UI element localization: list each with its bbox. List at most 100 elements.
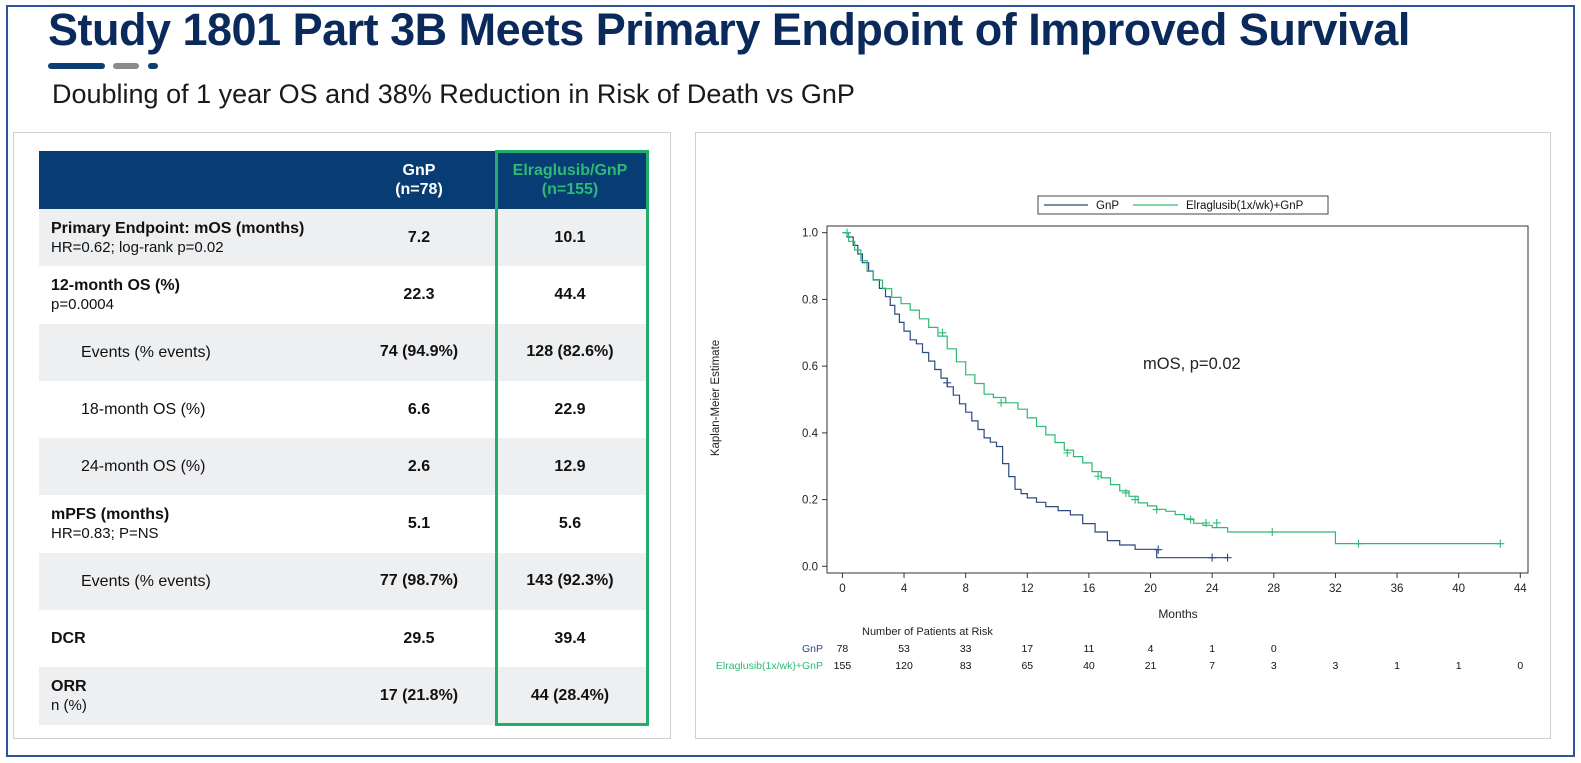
elraglusib-value: 44.4: [554, 285, 586, 303]
table-header-row: GnP (n=78) Elraglusib/GnP (n=155): [39, 151, 647, 209]
table-row: DCR 29.5 39.4: [39, 610, 647, 667]
table-row: Events (% events) 77 (98.7%) 143 (92.3%): [39, 552, 647, 611]
y-tick-label: 0.8: [802, 294, 818, 306]
elraglusib-value: 5.6: [558, 515, 582, 533]
censor-mark: [938, 328, 947, 337]
x-tick-label: 44: [1514, 583, 1527, 595]
gnp-value: 6.6: [407, 400, 431, 418]
gnp-value: 5.1: [407, 515, 431, 533]
plot-area: [826, 225, 1529, 574]
x-tick-label: 36: [1391, 583, 1404, 595]
censor-mark: [1154, 545, 1163, 554]
censor-mark: [1121, 488, 1130, 497]
risk-count: 0: [1271, 643, 1277, 655]
elraglusib-value: 10.1: [493, 209, 647, 267]
censor-mark: [1496, 539, 1505, 548]
risk-count: 17: [1021, 643, 1033, 655]
table-row: Primary Endpoint: mOS (months) HR=0.62; …: [39, 209, 647, 267]
table-row: 12-month OS (%) p=0.0004 22.3 44.4: [39, 266, 647, 323]
risk-count: 120: [895, 660, 913, 672]
row-label-main: mPFS (months): [51, 506, 170, 524]
elraglusib-value: 22.9: [554, 400, 586, 418]
risk-count: 78: [837, 643, 849, 655]
km-curves: [842, 228, 1505, 562]
table-row: 18-month OS (%) 6.6 22.9: [39, 381, 647, 438]
x-tick-label: 28: [1267, 583, 1280, 595]
row-label: Primary Endpoint: mOS (months) HR=0.62; …: [39, 209, 345, 267]
slide-frame: [6, 5, 1575, 757]
row-label: mPFS (months) HR=0.83; P=NS: [39, 495, 345, 552]
x-tick-label: 4: [901, 583, 908, 595]
header-elr-n: (n=155): [541, 181, 599, 198]
x-tick-label: 20: [1144, 583, 1157, 595]
elraglusib-survival-curve: [842, 232, 1501, 545]
y-tick-label: 0.4: [802, 428, 819, 440]
chart-legend: GnP Elraglusib(1x/wk)+GnP: [1037, 195, 1329, 215]
x-tick-label: 12: [1021, 583, 1034, 595]
risk-count: 4: [1148, 643, 1154, 655]
gnp-value: 74 (94.9%): [345, 323, 493, 381]
gnp-value: 7.2: [345, 209, 493, 267]
y-tick-label: 1.0: [802, 228, 818, 240]
row-label: 18-month OS (%): [39, 381, 345, 438]
y-tick-label: 0.0: [802, 561, 818, 573]
risk-count: 3: [1271, 660, 1277, 672]
row-label-main: 18-month OS (%): [81, 401, 206, 419]
risk-count: 1: [1209, 643, 1215, 655]
row-label: Events (% events): [39, 552, 345, 611]
elraglusib-value: 12.9: [493, 438, 647, 496]
chart-annotation: mOS, p=0.02: [1143, 355, 1241, 373]
row-label-main: DCR: [51, 630, 86, 648]
elraglusib-value: 44 (28.4%): [493, 667, 647, 725]
censor-mark: [843, 228, 852, 237]
header-elraglusib: Elraglusib/GnP (n=155): [493, 151, 647, 209]
title-underline-gray: [113, 63, 139, 69]
row-label: Events (% events): [39, 323, 345, 381]
km-chart: GnP Elraglusib(1x/wk)+GnP 0 4 8 12 16 20 24 28 3…: [710, 195, 1529, 672]
row-label-sub: HR=0.62; log-rank p=0.02: [51, 238, 224, 256]
row-label: 24-month OS (%): [39, 438, 345, 496]
censor-mark: [1268, 527, 1277, 536]
chart-axes: 0 4 8 12 16 20 24 28 32 36 40 44 0.0 0.2 0.4 0.6 0.8 1.0: [802, 228, 1527, 595]
censor-mark: [1063, 448, 1072, 457]
risk-count: 3: [1332, 660, 1338, 672]
legend-box: [1037, 195, 1329, 215]
gnp-survival-curve: [842, 232, 1228, 559]
page-title: Study 1801 Part 3B Meets Primary Endpoin…: [48, 4, 1410, 55]
risk-count: 53: [898, 643, 910, 655]
risk-count: 83: [960, 660, 972, 672]
risk-row-label: GnP: [802, 643, 823, 655]
row-label-main: Events (% events): [81, 343, 211, 361]
risk-count: 0: [1517, 660, 1523, 672]
risk-count: 7: [1209, 660, 1215, 672]
x-tick-label: 24: [1206, 583, 1219, 595]
legend-gnp-label: GnP: [1096, 200, 1119, 212]
table-row: mPFS (months) HR=0.83; P=NS 5.1 5.6: [39, 495, 647, 552]
gnp-value: 77 (98.7%): [345, 552, 493, 611]
header-gnp-n: (n=78): [395, 181, 443, 198]
censor-mark: [1186, 515, 1195, 524]
risk-count: 155: [834, 660, 852, 672]
x-tick-label: 16: [1083, 583, 1096, 595]
gnp-value: 22.3: [403, 285, 435, 303]
row-label-main: 24-month OS (%): [81, 458, 206, 476]
censor-mark: [1223, 553, 1232, 562]
title-underline-dot: [148, 63, 158, 69]
header-gnp: GnP (n=78): [345, 151, 493, 209]
censor-mark: [943, 378, 952, 387]
x-tick-label: 0: [839, 583, 845, 595]
risk-count: 65: [1021, 660, 1033, 672]
row-label-sub: n (%): [51, 697, 87, 715]
row-label: ORR n (%): [39, 667, 345, 725]
y-axis-label: Kaplan-Meier Estimate: [710, 340, 722, 456]
row-label: 12-month OS (%) p=0.0004: [39, 266, 345, 323]
row-label-sub: HR=0.83; P=NS: [51, 525, 159, 543]
legend-elraglusib-label: Elraglusib(1x/wk)+GnP: [1186, 200, 1304, 212]
censor-mark: [1202, 518, 1211, 527]
title-underline-blue: [48, 63, 105, 69]
elraglusib-value: 39.4: [554, 629, 586, 647]
censor-mark: [1152, 505, 1161, 514]
km-chart-panel: [695, 132, 1551, 739]
x-tick-label: 8: [962, 583, 968, 595]
header-blank-cell: [39, 151, 345, 209]
